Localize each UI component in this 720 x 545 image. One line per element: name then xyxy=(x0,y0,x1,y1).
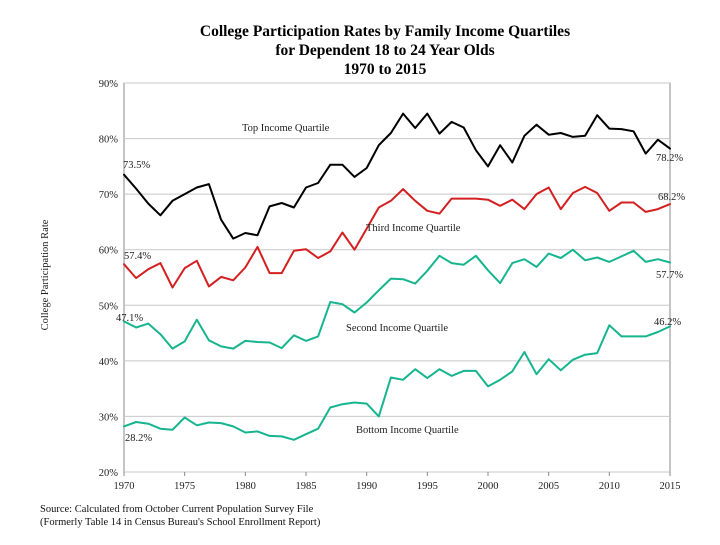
series-lines xyxy=(123,112,671,441)
x-tick-label: 1980 xyxy=(235,481,256,492)
bottom-start-value-label: 28.2% xyxy=(125,433,152,444)
series-line-third-income-quartile xyxy=(123,185,671,289)
annotation-second-quartile: Second Income Quartile xyxy=(346,323,448,334)
source-note-line-1: Source: Calculated from October Current … xyxy=(40,504,314,515)
top-end-value-label: 78.2% xyxy=(656,153,683,164)
bottom-end-value-label: 46.2% xyxy=(654,317,681,328)
third-start-value-label: 57.4% xyxy=(124,251,151,262)
series-line-top-income-quartile xyxy=(123,112,671,240)
y-tick-label: 70% xyxy=(99,190,119,201)
grid-lines xyxy=(124,82,670,473)
source-note-line-2: (Formerly Table 14 in Census Bureau's Sc… xyxy=(40,517,321,528)
x-tick-label: 1985 xyxy=(296,481,317,492)
x-tick-label: 1970 xyxy=(114,481,135,492)
second-start-value-label: 47.1% xyxy=(116,313,143,324)
chart-title-line-1: College Participation Rates by Family In… xyxy=(200,23,570,40)
second-end-value-label: 57.7% xyxy=(656,270,683,281)
x-tick-label: 1990 xyxy=(356,481,377,492)
y-tick-labels: 20% 30% 40% 50% 60% 70% 80% 90% xyxy=(99,79,119,479)
x-tick-label: 2005 xyxy=(538,481,559,492)
plot-frame xyxy=(123,82,671,473)
y-tick-label: 60% xyxy=(99,246,119,257)
series-line-second-income-quartile xyxy=(123,248,671,350)
chart-title-line-3: 1970 to 2015 xyxy=(344,61,427,78)
y-axis-label: College Participation Rate xyxy=(40,219,51,330)
x-tick-label: 2010 xyxy=(599,481,620,492)
y-tick-label: 90% xyxy=(99,79,119,90)
chart-title-line-2: for Dependent 18 to 24 Year Olds xyxy=(275,42,494,59)
y-tick-label: 20% xyxy=(99,468,119,479)
third-end-value-label: 68.2% xyxy=(658,192,685,203)
y-tick-label: 40% xyxy=(99,357,119,368)
annotation-top-quartile: Top Income Quartile xyxy=(242,123,330,134)
annotation-bottom-quartile: Bottom Income Quartile xyxy=(356,425,459,436)
x-tick-label: 2000 xyxy=(478,481,499,492)
series-line-bottom-income-quartile xyxy=(123,324,671,441)
x-tick-labels: 1970 1975 1980 1985 1990 1995 2000 2005 2010 2015 xyxy=(114,472,681,492)
x-tick-label: 1995 xyxy=(417,481,438,492)
x-tick-label: 2015 xyxy=(660,481,681,492)
y-tick-label: 80% xyxy=(99,135,119,146)
annotation-third-quartile: Third Income Quartile xyxy=(366,223,461,234)
top-start-value-label: 73.5% xyxy=(123,160,150,171)
y-tick-label: 30% xyxy=(99,412,119,423)
x-tick-label: 1975 xyxy=(174,481,195,492)
y-tick-label: 50% xyxy=(99,301,119,312)
